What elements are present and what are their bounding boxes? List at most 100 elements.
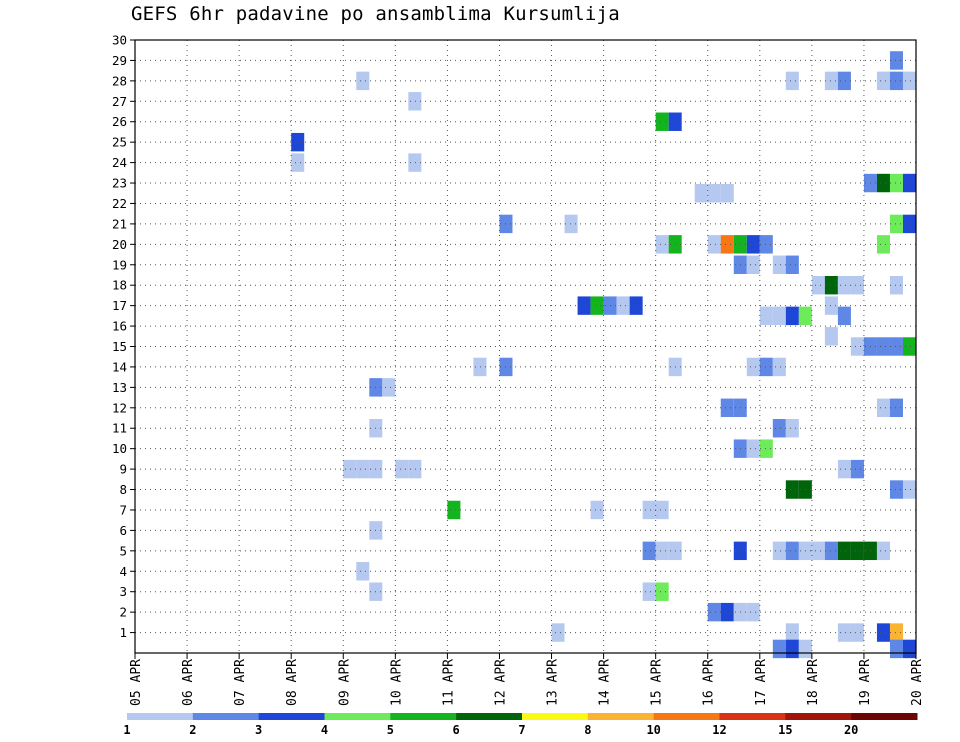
heat-cell (902, 639, 916, 659)
heat-cell (837, 306, 851, 326)
y-tick-label: 23 (112, 176, 127, 191)
y-tick-label: 20 (112, 237, 127, 252)
x-tick-label: 18 APR (806, 659, 821, 706)
heat-cell (850, 623, 864, 642)
y-tick-label: 7 (119, 502, 127, 517)
legend-swatch (324, 713, 391, 720)
legend-swatch (127, 713, 194, 720)
x-tick-label: 16 APR (702, 659, 717, 706)
heat-cell (772, 541, 786, 561)
x-tick-label: 14 APR (598, 659, 613, 706)
heat-cell (772, 306, 786, 326)
legend-label: 4 (321, 723, 328, 737)
legend-swatch (587, 713, 655, 720)
heat-cell (785, 639, 799, 659)
heat-cell (889, 337, 903, 356)
heat-cell (785, 419, 799, 438)
heat-cell (785, 71, 799, 91)
x-tick-label: 06 APR (181, 659, 196, 706)
x-tick-label: 08 APR (285, 659, 300, 706)
y-tick-label: 16 (112, 319, 127, 334)
legend-swatch (851, 713, 918, 720)
heat-cell (889, 275, 903, 295)
heat-cell (876, 235, 890, 254)
heat-cell (291, 132, 305, 152)
heat-cell (759, 235, 773, 254)
heat-cell (798, 306, 812, 326)
heat-cell (590, 500, 604, 520)
heat-cell (876, 337, 890, 356)
heat-cell (902, 214, 916, 234)
y-tick-label: 25 (112, 135, 127, 150)
heat-cell (837, 275, 851, 295)
y-tick-label: 22 (112, 196, 127, 211)
heat-cell (629, 296, 643, 315)
heat-cell (720, 184, 734, 203)
heat-cell (772, 255, 786, 274)
heat-cell (837, 71, 851, 91)
heat-cell (564, 214, 578, 234)
heat-cell (824, 327, 838, 346)
heat-cell (616, 296, 630, 315)
heat-cell (720, 235, 734, 254)
y-tick-label: 4 (119, 564, 127, 579)
x-tick-label: 17 APR (754, 659, 769, 706)
heat-cell (785, 623, 799, 642)
x-tick-label: 10 APR (389, 659, 404, 706)
heat-cell (759, 306, 773, 326)
x-tick-label: 11 APR (441, 659, 456, 706)
heat-cell (785, 255, 799, 274)
legend-label: 3 (255, 723, 262, 737)
y-tick-label: 15 (112, 339, 127, 354)
heat-cell (590, 296, 604, 315)
heat-cell (356, 71, 370, 91)
heat-cell (720, 602, 734, 622)
heat-cell (889, 214, 903, 234)
heat-cell (902, 480, 916, 499)
heat-cell (902, 71, 916, 91)
heat-cell (408, 153, 422, 172)
y-tick-label: 14 (112, 359, 127, 374)
y-tick-label: 1 (119, 625, 127, 640)
heat-cell (655, 582, 669, 601)
x-tick-label: 05 APR (129, 659, 144, 706)
heat-cell (850, 541, 864, 561)
y-tick-label: 10 (112, 441, 127, 456)
heat-cell (889, 480, 903, 499)
heat-cell (772, 357, 786, 377)
heat-cell (889, 623, 903, 642)
heat-cell (382, 378, 396, 397)
heat-cell (824, 296, 838, 315)
heat-cell (876, 398, 890, 418)
y-tick-label: 30 (112, 33, 127, 48)
heat-cell (707, 184, 721, 203)
heat-cell (785, 480, 799, 499)
y-tick-label: 9 (119, 462, 127, 477)
heat-cell (746, 255, 760, 274)
y-tick-label: 3 (119, 584, 127, 599)
heat-cell (655, 500, 669, 520)
y-tick-label: 27 (112, 94, 127, 109)
heat-cell (876, 173, 890, 193)
heat-cell (837, 541, 851, 561)
heat-cell (746, 602, 760, 622)
heat-cell (889, 639, 903, 659)
heat-cell (889, 71, 903, 91)
y-tick-label: 21 (112, 216, 127, 231)
page-title: GEFS 6hr padavine po ansamblima Kursumli… (131, 3, 620, 25)
heat-cell (876, 623, 890, 642)
heat-cell (811, 275, 825, 295)
legend-swatch (390, 713, 457, 720)
heat-cell (798, 639, 812, 659)
heat-cell (785, 306, 799, 326)
y-tick-label: 18 (112, 278, 127, 293)
x-tick-label: 19 APR (858, 659, 873, 706)
heat-cell (642, 500, 656, 520)
heat-cell (785, 541, 799, 561)
heat-cell (889, 51, 903, 70)
legend-label: 20 (844, 723, 858, 737)
heat-cell (824, 71, 838, 91)
x-tick-label: 07 APR (233, 659, 248, 706)
heat-cell (837, 623, 851, 642)
